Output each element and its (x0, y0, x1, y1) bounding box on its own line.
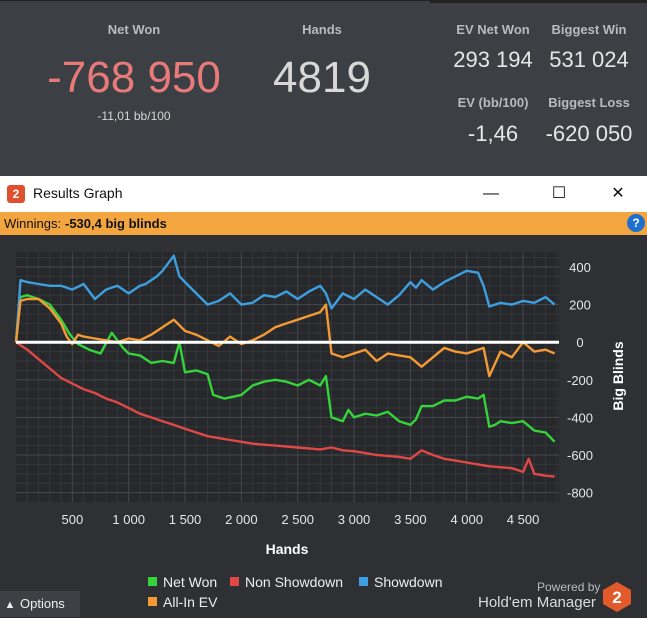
brand-name: Hold'em Manager (478, 594, 596, 611)
net-won-swatch (148, 577, 157, 586)
ev-bb100-label: EV (bb/100) (457, 95, 529, 110)
hem-logo-text: 2 (612, 588, 621, 607)
top-divider (430, 1, 647, 3)
legend-net-won[interactable]: Net Won (148, 574, 217, 590)
options-button[interactable]: ▲ Options (0, 591, 80, 617)
hands-label: Hands (302, 22, 342, 37)
stats-panel: Net Won -768 950 -11,01 bb/100 Hands 481… (0, 0, 647, 176)
legend-showdown-label: Showdown (374, 574, 443, 590)
ev-net-won-value: 293 194 (453, 47, 533, 72)
biggest-win-value: 531 024 (549, 47, 629, 72)
maximize-button[interactable]: ☐ (537, 180, 581, 208)
window-title: Results Graph (33, 185, 123, 201)
app-logo-icon: 2 (7, 185, 25, 203)
minimize-icon: — (483, 185, 499, 202)
minimize-button[interactable]: — (469, 180, 513, 208)
legend-net-won-label: Net Won (163, 574, 218, 590)
chevron-up-icon: ▲ (4, 599, 16, 611)
legend-all-in-ev[interactable]: All-In EV (148, 594, 217, 610)
biggest-loss-label: Biggest Loss (548, 95, 630, 110)
winnings-value: -530,4 big blinds (65, 216, 167, 231)
help-icon[interactable]: ? (627, 214, 645, 232)
graph-area (0, 235, 647, 617)
net-won-label: Net Won (107, 22, 161, 37)
powered-by-text: Powered by (537, 580, 601, 594)
net-won-bb100: -11,01 bb/100 (97, 109, 171, 123)
legend-non-showdown-label: Non Showdown (245, 574, 344, 590)
showdown-swatch (359, 577, 368, 586)
net-won-value: -768 950 (47, 53, 221, 102)
options-label: Options (20, 596, 65, 611)
close-icon: ✕ (611, 185, 625, 202)
maximize-icon: ☐ (551, 185, 567, 202)
close-button[interactable]: ✕ (596, 180, 640, 208)
hem-logo-icon: 2 (603, 582, 631, 612)
ev-net-won-label: EV Net Won (456, 22, 530, 37)
winnings-label: Winnings: (4, 216, 62, 231)
hands-value: 4819 (273, 53, 371, 102)
ev-bb100-value: -1,46 (467, 121, 519, 146)
legend-showdown[interactable]: Showdown (359, 574, 443, 590)
window-titlebar[interactable]: 2 Results Graph — ☐ ✕ (0, 176, 647, 212)
biggest-loss-value: -620 050 (545, 121, 633, 146)
non-showdown-swatch (230, 577, 239, 586)
biggest-win-label: Biggest Win (551, 22, 627, 37)
legend-non-showdown[interactable]: Non Showdown (230, 574, 343, 590)
winnings-bar: Winnings: -530,4 big blinds ? (0, 212, 647, 235)
legend-all-in-ev-label: All-In EV (163, 594, 218, 610)
all-in-ev-swatch (148, 597, 157, 606)
